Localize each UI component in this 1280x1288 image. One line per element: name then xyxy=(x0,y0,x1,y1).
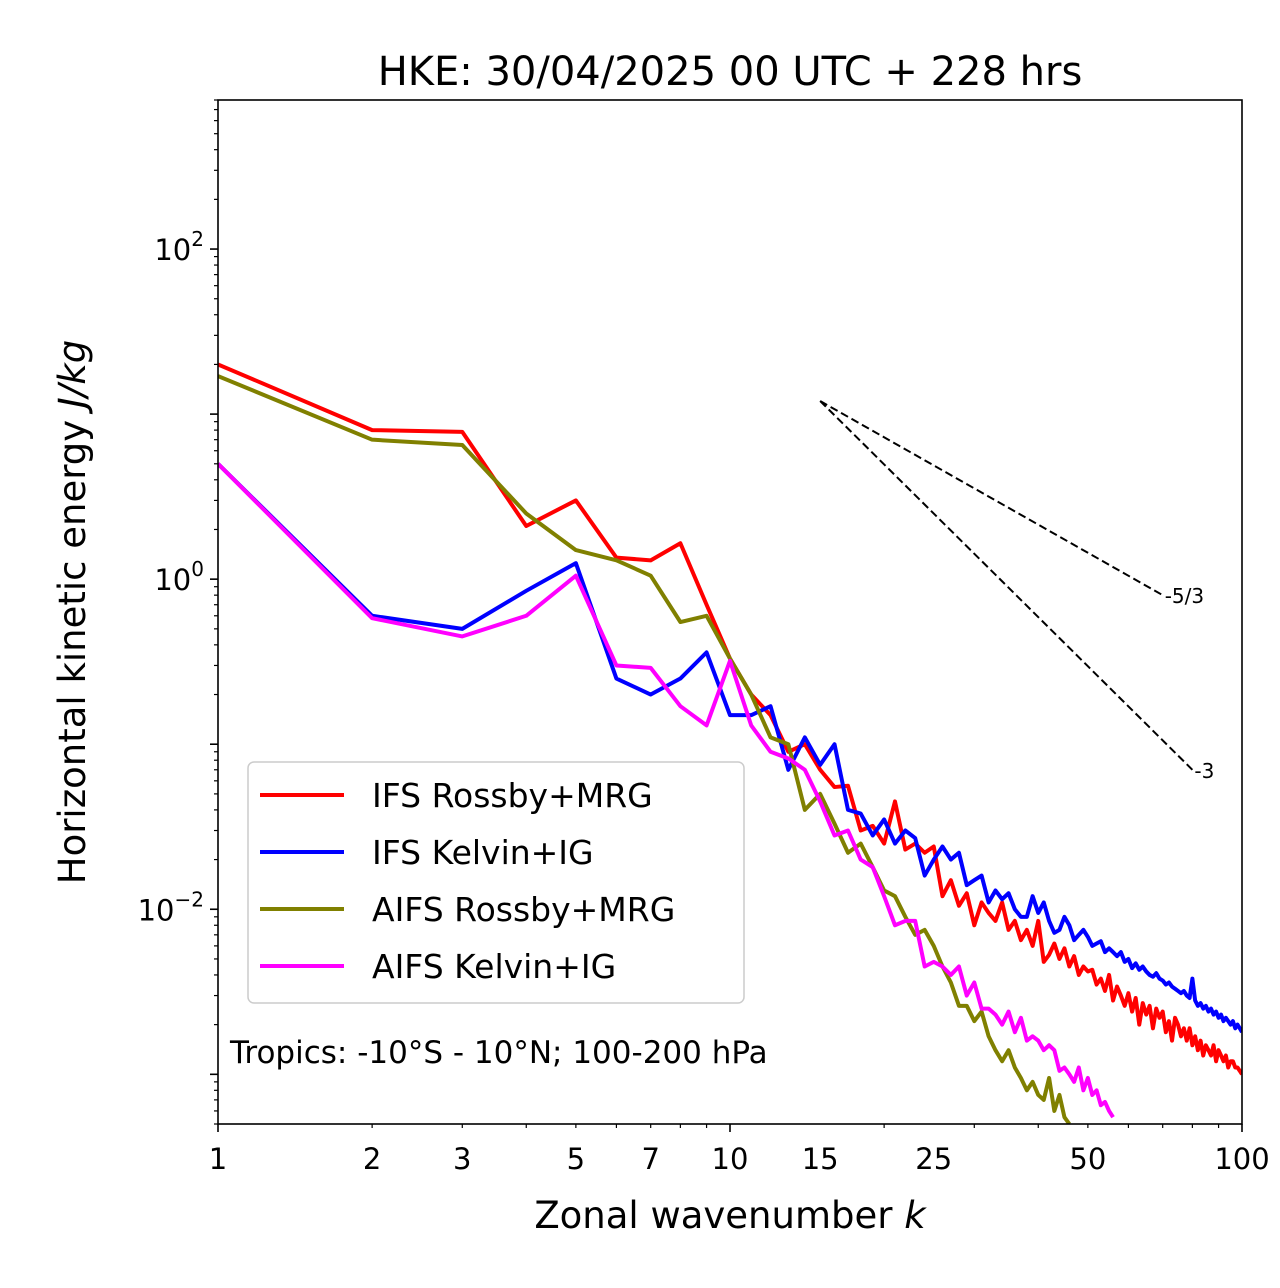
legend-label-aifs-rossby: AIFS Rossby+MRG xyxy=(372,890,675,929)
series-line-2 xyxy=(218,374,1071,1124)
reference-lines: -5/3 -3 xyxy=(819,400,1214,783)
x-axis-label: Zonal wavenumber k xyxy=(534,1194,927,1237)
reference-line-0 xyxy=(819,400,1164,597)
series-line-0 xyxy=(218,362,1242,1076)
region-annotation: Tropics: -10°S - 10°N; 100-200 hPa xyxy=(229,1035,768,1071)
x-tick-label: 5 xyxy=(567,1142,585,1176)
y-axis-ticks: 10−2 100 102 xyxy=(138,99,218,1125)
x-tick-label: 3 xyxy=(453,1142,471,1176)
series-layer xyxy=(218,362,1242,1124)
x-tick-label: 100 xyxy=(1214,1142,1269,1176)
y-tick-label: 102 xyxy=(154,227,204,267)
y-tick-label: 100 xyxy=(154,557,204,597)
x-tick-label: 1 xyxy=(209,1142,227,1176)
x-tick-label: 25 xyxy=(915,1142,952,1176)
reference-line-label-1: -3 xyxy=(1194,759,1214,783)
legend-label-ifs-rossby: IFS Rossby+MRG xyxy=(372,776,653,815)
x-tick-label: 10 xyxy=(712,1142,749,1176)
legend-label-ifs-kelvin: IFS Kelvin+IG xyxy=(372,833,594,872)
series-line-3 xyxy=(218,462,1115,1119)
x-tick-label: 50 xyxy=(1069,1142,1106,1176)
x-tick-label: 2 xyxy=(363,1142,381,1176)
chart-title: HKE: 30/04/2025 00 UTC + 228 hrs xyxy=(378,49,1083,95)
y-tick-label: 10−2 xyxy=(138,887,204,927)
reference-line-label-0: -5/3 xyxy=(1165,584,1204,608)
x-tick-label: 15 xyxy=(802,1142,839,1176)
x-tick-label: 7 xyxy=(641,1142,659,1176)
legend: IFS Rossby+MRG IFS Kelvin+IG AIFS Rossby… xyxy=(247,761,745,1004)
legend-label-aifs-kelvin: AIFS Kelvin+IG xyxy=(372,947,616,986)
x-axis-ticks: 1 2 3 5 7 10 15 25 50 100 xyxy=(209,1124,1270,1176)
legend-box xyxy=(247,761,745,1004)
y-axis-label: Horizontal kinetic energy J/kg xyxy=(51,340,94,884)
reference-line-1 xyxy=(819,400,1194,771)
series-line-1 xyxy=(218,462,1242,1034)
